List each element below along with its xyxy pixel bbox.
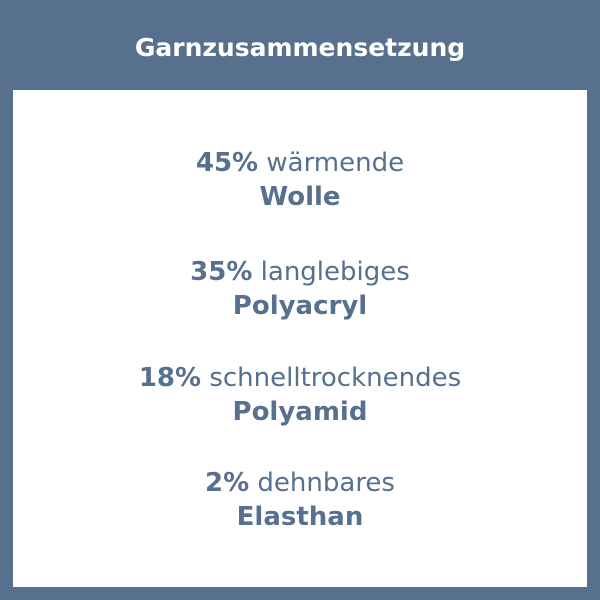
material: Polyamid — [232, 397, 368, 427]
material: Elasthan — [236, 502, 364, 532]
percent: 2% — [205, 468, 250, 498]
composition-item-elasthan: 2% dehnbares Elasthan — [13, 466, 587, 534]
percent: 18% — [138, 363, 202, 393]
composition-item-wolle: 45% wärmende Wolle — [13, 146, 587, 214]
material: Polyacryl — [232, 291, 368, 321]
material: Wolle — [259, 182, 341, 212]
percent: 45% — [195, 148, 259, 178]
adjective: wärmende — [266, 148, 405, 178]
adjective: langlebiges — [260, 257, 410, 287]
composition-panel: 45% wärmende Wolle 35% langlebiges Polya… — [13, 90, 587, 587]
adjective: dehnbares — [257, 468, 395, 498]
page-title: Garnzusammensetzung — [134, 33, 466, 62]
percent: 35% — [190, 257, 253, 287]
adjective: schnelltrocknendes — [209, 363, 462, 393]
composition-item-polyacryl: 35% langlebiges Polyacryl — [13, 255, 587, 323]
composition-item-polyamid: 18% schnelltrocknendes Polyamid — [13, 361, 587, 429]
